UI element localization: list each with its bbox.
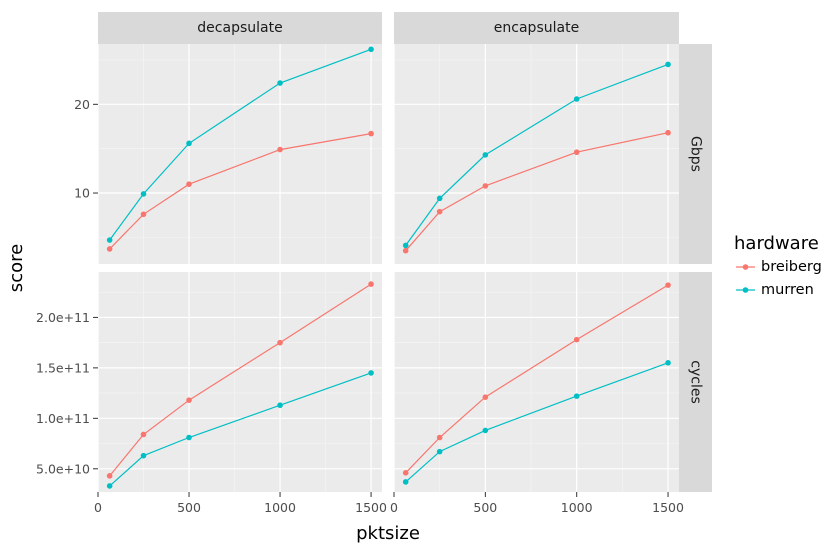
x-tick-label: 0 — [390, 500, 398, 515]
data-point-murren — [368, 46, 374, 53]
x-tick-label: 500 — [177, 500, 201, 515]
x-tick-label: 0 — [94, 500, 102, 515]
data-point-murren — [140, 191, 147, 197]
data-point-murren — [665, 360, 671, 366]
legend-label: murren — [761, 282, 814, 298]
legend: hardware breiberg murren — [734, 233, 822, 298]
y-tick-label: 2.0e+11 — [36, 310, 90, 325]
x-tick-label: 1000 — [264, 500, 296, 515]
data-point-murren — [140, 452, 147, 459]
x-axis-ticks: 0 500 1000 1500 0 500 1000 1500 — [94, 492, 684, 515]
data-point-murren — [482, 152, 489, 158]
panel-background — [394, 44, 679, 264]
data-point-breiberg — [140, 211, 147, 218]
panel-cycles-decapsulate — [97, 272, 382, 492]
row-strip-label: Gbps — [688, 136, 704, 172]
col-strip-label: encapsulate — [494, 20, 579, 36]
x-tick-label: 500 — [473, 500, 497, 515]
col-strip-decapsulate: decapsulate — [98, 12, 382, 44]
data-point-murren — [106, 237, 113, 243]
data-point-breiberg — [277, 146, 283, 153]
y-tick-label: 1.0e+11 — [36, 411, 90, 426]
data-point-breiberg — [436, 208, 443, 215]
data-point-breiberg — [186, 397, 192, 403]
x-tick-label: 1500 — [355, 500, 387, 515]
row-strip-background — [679, 272, 712, 492]
data-point-murren — [368, 370, 374, 376]
data-point-breiberg — [665, 129, 671, 136]
data-point-breiberg — [106, 246, 113, 252]
data-point-breiberg — [482, 183, 489, 189]
panel-background — [394, 272, 679, 492]
facet-strips: Gbps cycles decapsulate encapsulate — [98, 12, 712, 492]
data-point-breiberg — [368, 281, 374, 287]
data-point-murren — [106, 483, 113, 489]
data-point-murren — [573, 96, 580, 102]
data-point-breiberg — [573, 336, 580, 343]
data-point-breiberg — [665, 282, 671, 288]
panel-cycles-encapsulate — [393, 272, 679, 492]
y-tick-label: 1.5e+11 — [36, 360, 90, 375]
legend-title: hardware — [734, 233, 819, 254]
col-strip-label: decapsulate — [197, 20, 282, 36]
row-strip-cycles: cycles — [679, 272, 712, 492]
data-point-breiberg — [277, 339, 283, 346]
data-point-murren — [186, 140, 192, 147]
panel-Gbps-encapsulate — [393, 44, 679, 264]
y-axis-ticks: 10 20 5.0e+10 1.0e+11 1.5e+11 2.0e+11 — [36, 97, 98, 476]
col-strip-background — [394, 12, 679, 44]
legend-key-point — [742, 264, 749, 270]
row-strip-background — [679, 44, 712, 264]
data-point-murren — [482, 427, 489, 434]
panel-Gbps-decapsulate — [97, 44, 382, 264]
row-strip-label: cycles — [688, 360, 704, 403]
y-tick-label: 20 — [74, 97, 90, 112]
data-point-murren — [402, 242, 409, 249]
col-strip-encapsulate: encapsulate — [394, 12, 679, 44]
legend-item-breiberg: breiberg — [736, 259, 822, 275]
data-point-breiberg — [368, 130, 374, 137]
data-point-murren — [665, 61, 671, 68]
data-point-breiberg — [106, 473, 113, 479]
x-axis-title: pktsize — [356, 523, 420, 544]
x-tick-label: 1500 — [652, 500, 684, 515]
data-point-breiberg — [186, 181, 192, 187]
data-point-murren — [436, 195, 443, 202]
row-strip-Gbps: Gbps — [679, 44, 712, 264]
y-tick-label: 5.0e+10 — [36, 461, 90, 476]
legend-key-point — [742, 287, 749, 293]
panel-background — [98, 44, 382, 264]
legend-label: breiberg — [761, 259, 822, 275]
data-point-breiberg — [402, 247, 409, 254]
y-axis-title: score — [6, 244, 27, 292]
data-point-murren — [573, 393, 580, 399]
data-point-breiberg — [402, 470, 409, 476]
data-point-breiberg — [436, 434, 443, 441]
data-point-breiberg — [573, 149, 580, 156]
data-point-murren — [277, 402, 283, 409]
y-tick-label: 10 — [74, 186, 90, 201]
data-point-murren — [277, 80, 283, 86]
data-point-murren — [186, 434, 192, 441]
legend-item-murren: murren — [736, 282, 814, 298]
col-strip-background — [98, 12, 382, 44]
plot-panels — [97, 44, 679, 492]
data-point-murren — [436, 448, 443, 455]
data-point-breiberg — [482, 394, 489, 400]
x-tick-label: 1000 — [561, 500, 593, 515]
data-point-breiberg — [140, 431, 147, 438]
data-point-murren — [402, 479, 409, 485]
